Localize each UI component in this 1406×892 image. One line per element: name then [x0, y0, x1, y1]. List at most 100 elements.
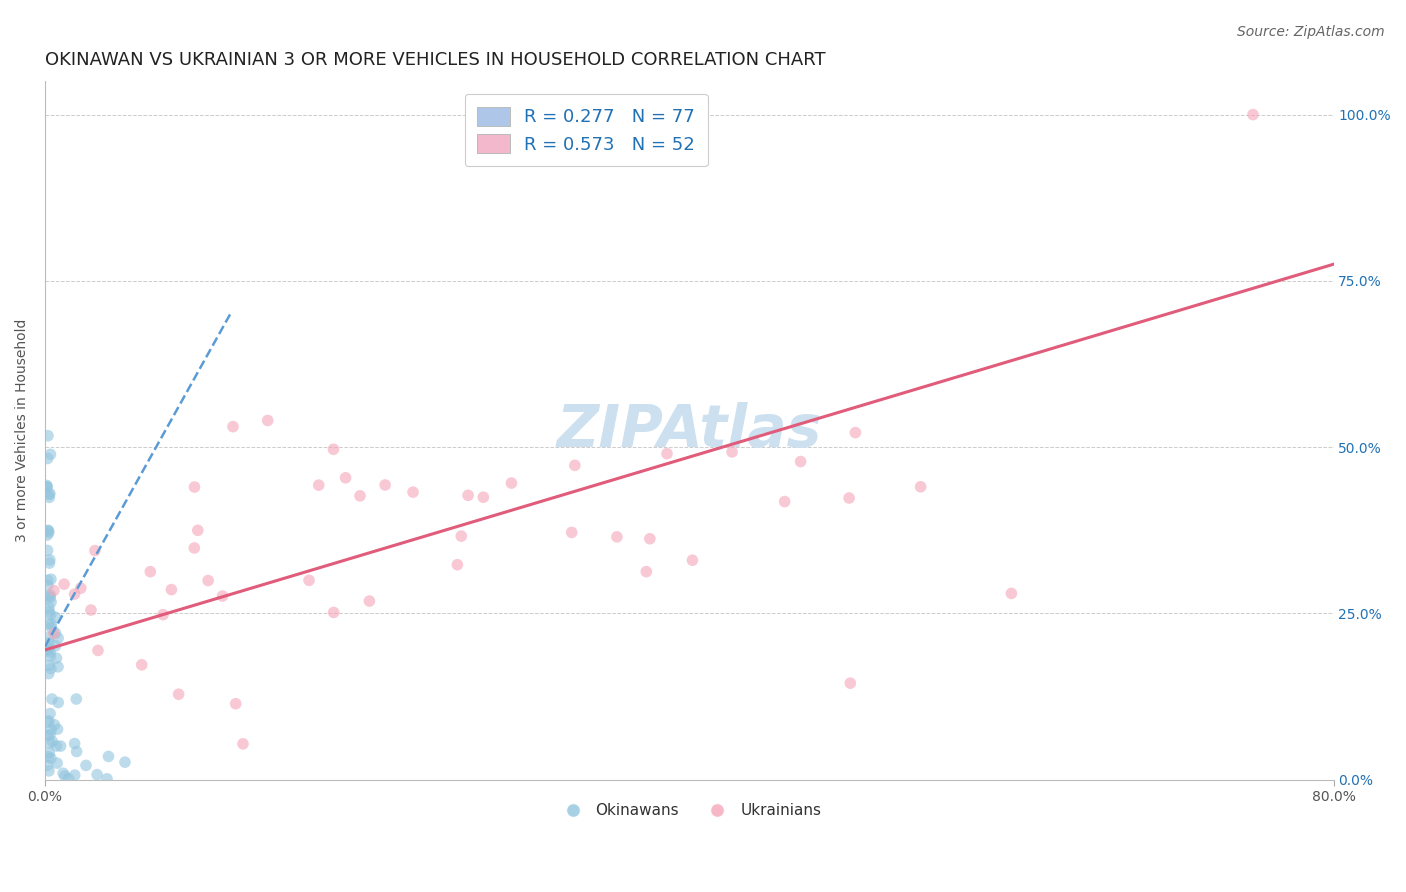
Point [38, 640, 60, 655]
Legend: Okinawans, Ukrainians: Okinawans, Ukrainians [551, 797, 827, 824]
Point [37, 643, 59, 657]
Point [39, 447, 62, 461]
Point [39, 591, 62, 605]
Point [335, 471, 357, 485]
Point [45, 651, 67, 665]
Point [773, 494, 796, 508]
Point [44, 626, 66, 640]
Point [37, 715, 59, 730]
Point [39, 751, 62, 765]
Point [65, 692, 87, 706]
Point [35, 480, 58, 494]
Point [39, 723, 62, 737]
Point [63, 768, 86, 782]
Point [97, 749, 120, 764]
Point [53, 769, 76, 783]
Point [446, 558, 468, 572]
Point [114, 755, 136, 769]
Text: ZIPAtlas: ZIPAtlas [557, 402, 823, 459]
Point [39, 646, 62, 660]
Point [69, 581, 91, 595]
Point [39, 595, 62, 609]
Point [322, 442, 344, 457]
Point [37, 528, 59, 542]
Y-axis label: 3 or more Vehicles in Household: 3 or more Vehicles in Household [15, 318, 30, 542]
Point [53, 577, 76, 591]
Point [636, 565, 658, 579]
Point [222, 419, 245, 434]
Point [359, 594, 381, 608]
Point [87, 643, 110, 657]
Point [37, 573, 59, 587]
Point [402, 485, 425, 500]
Point [42, 583, 65, 598]
Point [655, 447, 678, 461]
Point [838, 491, 860, 505]
Point [501, 476, 523, 491]
Point [44, 718, 66, 732]
Point [38, 556, 60, 570]
Point [183, 541, 205, 555]
Point [139, 565, 162, 579]
Point [38, 631, 60, 645]
Point [38, 600, 60, 615]
Point [38, 764, 60, 778]
Point [564, 458, 586, 473]
Point [45, 739, 67, 753]
Point [39, 588, 62, 602]
Point [349, 489, 371, 503]
Point [38, 525, 60, 540]
Point [38, 589, 60, 603]
Point [322, 606, 344, 620]
Point [789, 454, 811, 468]
Point [638, 532, 661, 546]
Text: Source: ZipAtlas.com: Source: ZipAtlas.com [1237, 25, 1385, 39]
Point [450, 529, 472, 543]
Point [46, 660, 69, 674]
Point [37, 749, 59, 764]
Point [41, 734, 63, 748]
Point [298, 574, 321, 588]
Point [41, 621, 63, 635]
Point [39, 728, 62, 742]
Point [37, 524, 59, 538]
Point [1241, 107, 1264, 121]
Point [37, 524, 59, 538]
Point [46, 631, 69, 645]
Point [37, 451, 59, 466]
Point [721, 445, 744, 459]
Point [38, 714, 60, 728]
Point [38, 736, 60, 750]
Point [457, 488, 479, 502]
Text: OKINAWAN VS UKRAINIAN 3 OR MORE VEHICLES IN HOUSEHOLD CORRELATION CHART: OKINAWAN VS UKRAINIAN 3 OR MORE VEHICLES… [45, 51, 825, 69]
Point [42, 626, 65, 640]
Point [225, 697, 247, 711]
Point [63, 737, 86, 751]
Point [49, 739, 72, 753]
Point [44, 610, 66, 624]
Point [152, 607, 174, 622]
Point [37, 616, 59, 631]
Point [80, 603, 103, 617]
Point [52, 766, 75, 780]
Point [910, 480, 932, 494]
Point [63, 587, 86, 601]
Point [308, 478, 330, 492]
Point [844, 425, 866, 440]
Point [38, 605, 60, 619]
Point [38, 658, 60, 673]
Point [84, 543, 107, 558]
Point [38, 553, 60, 567]
Point [96, 772, 118, 786]
Point [160, 582, 183, 597]
Point [58, 772, 80, 786]
Point [183, 480, 205, 494]
Point [37, 543, 59, 558]
Point [35, 480, 58, 494]
Point [39, 661, 62, 675]
Point [38, 666, 60, 681]
Point [131, 657, 153, 672]
Point [39, 706, 62, 721]
Point [35, 642, 58, 657]
Point [37, 428, 59, 442]
